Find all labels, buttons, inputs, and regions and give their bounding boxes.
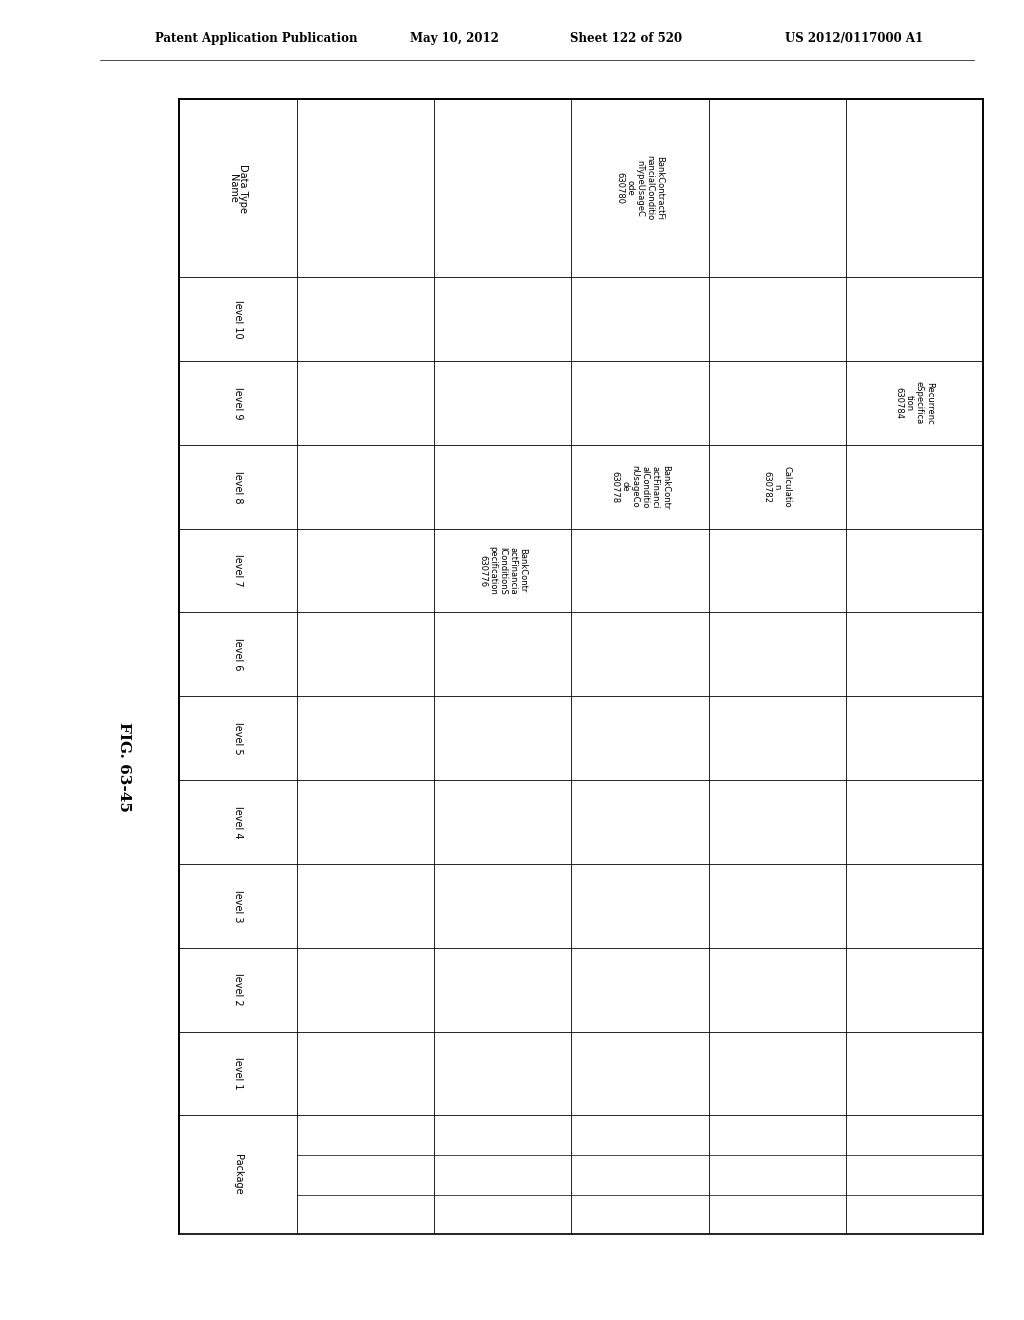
Text: FIG. 63-45: FIG. 63-45 (117, 722, 131, 812)
Text: BankContr
actFinancia
lConditionS
pecification
630776: BankContr actFinancia lConditionS pecifi… (478, 546, 527, 595)
Text: level 3: level 3 (233, 890, 243, 923)
Bar (179, 99, 983, 1234)
Text: Patent Application Publication: Patent Application Publication (155, 32, 357, 45)
Text: BankContr
actFinanci
alConditio
nUsageCo
de
630778: BankContr actFinanci alConditio nUsageCo… (610, 465, 670, 510)
Text: May 10, 2012: May 10, 2012 (410, 32, 499, 45)
Text: level 6: level 6 (233, 638, 243, 671)
Text: level 5: level 5 (233, 722, 243, 755)
Text: BankContractFi
nancialConditio
nTypeUsageC
ode
630780: BankContractFi nancialConditio nTypeUsag… (615, 156, 665, 220)
Text: Data Type
Name: Data Type Name (227, 164, 249, 213)
Text: level 1: level 1 (233, 1057, 243, 1090)
Text: Package: Package (233, 1155, 243, 1195)
Text: level 8: level 8 (233, 470, 243, 503)
Text: level 2: level 2 (233, 973, 243, 1006)
Text: level 7: level 7 (233, 554, 243, 587)
Text: Sheet 122 of 520: Sheet 122 of 520 (570, 32, 682, 45)
Text: Calculatio
n
630782: Calculatio n 630782 (763, 466, 792, 508)
Text: Recurrenc
eSpecifica
tion
630784: Recurrenc eSpecifica tion 630784 (895, 381, 934, 425)
Text: US 2012/0117000 A1: US 2012/0117000 A1 (785, 32, 923, 45)
Text: level 10: level 10 (233, 300, 243, 338)
Text: level 9: level 9 (233, 387, 243, 420)
Text: level 4: level 4 (233, 805, 243, 838)
